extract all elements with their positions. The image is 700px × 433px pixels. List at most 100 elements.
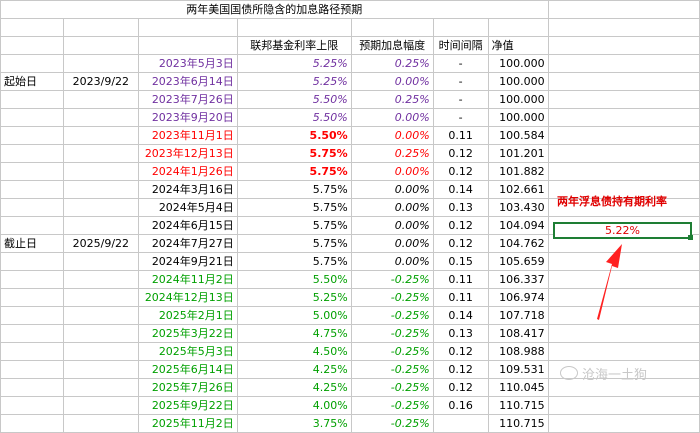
row-hike[interactable]: 0.25% bbox=[350, 144, 434, 163]
row-date[interactable]: 2025年11月2日 bbox=[137, 414, 238, 433]
row-date[interactable]: 2024年5月4日 bbox=[137, 198, 238, 217]
row-side-date[interactable] bbox=[62, 252, 139, 271]
row-side-date[interactable] bbox=[62, 306, 139, 325]
row-interval[interactable]: 0.16 bbox=[432, 396, 489, 415]
row-side-date[interactable] bbox=[62, 216, 139, 235]
row-side-date[interactable] bbox=[62, 180, 139, 199]
row-label[interactable] bbox=[0, 144, 64, 163]
row-date[interactable]: 2025年5月3日 bbox=[137, 342, 238, 361]
row-rate[interactable]: 3.75% bbox=[236, 414, 352, 433]
row-nav[interactable]: 105.659 bbox=[487, 252, 549, 271]
row-rate[interactable]: 5.75% bbox=[236, 180, 352, 199]
empty-cell[interactable] bbox=[62, 18, 139, 37]
empty-cell[interactable] bbox=[547, 0, 700, 19]
row-side-date[interactable] bbox=[62, 288, 139, 307]
row-label[interactable] bbox=[0, 396, 64, 415]
row-date[interactable]: 2024年7月27日 bbox=[137, 234, 238, 253]
row-hike[interactable]: 0.00% bbox=[350, 162, 434, 181]
row-date[interactable]: 2024年3月16日 bbox=[137, 180, 238, 199]
row-date[interactable]: 2024年12月13日 bbox=[137, 288, 238, 307]
row-date[interactable]: 2025年6月14日 bbox=[137, 360, 238, 379]
row-hike[interactable]: -0.25% bbox=[350, 270, 434, 289]
row-hike[interactable]: -0.25% bbox=[350, 306, 434, 325]
row-interval[interactable]: 0.12 bbox=[432, 342, 489, 361]
row-interval[interactable]: - bbox=[432, 72, 489, 91]
row-interval[interactable]: 0.12 bbox=[432, 162, 489, 181]
empty-cell[interactable] bbox=[547, 108, 700, 127]
empty-cell[interactable] bbox=[547, 18, 700, 37]
row-rate[interactable]: 4.75% bbox=[236, 324, 352, 343]
row-nav[interactable]: 110.715 bbox=[487, 396, 549, 415]
row-label[interactable] bbox=[0, 306, 64, 325]
row-rate[interactable]: 5.25% bbox=[236, 72, 352, 91]
row-date[interactable]: 2023年6月14日 bbox=[137, 72, 238, 91]
row-rate[interactable]: 5.75% bbox=[236, 216, 352, 235]
row-rate[interactable]: 4.50% bbox=[236, 342, 352, 361]
row-rate[interactable]: 5.50% bbox=[236, 126, 352, 145]
row-hike[interactable]: -0.25% bbox=[350, 360, 434, 379]
row-label[interactable] bbox=[0, 270, 64, 289]
row-nav[interactable]: 109.531 bbox=[487, 360, 549, 379]
empty-cell[interactable] bbox=[547, 306, 700, 325]
row-nav[interactable]: 101.201 bbox=[487, 144, 549, 163]
row-interval[interactable]: 0.14 bbox=[432, 306, 489, 325]
row-side-date[interactable] bbox=[62, 108, 139, 127]
row-date[interactable]: 2023年9月20日 bbox=[137, 108, 238, 127]
empty-cell[interactable] bbox=[547, 252, 700, 271]
row-rate[interactable]: 5.25% bbox=[236, 54, 352, 73]
row-side-date[interactable] bbox=[62, 360, 139, 379]
row-label[interactable] bbox=[0, 90, 64, 109]
row-label[interactable] bbox=[0, 162, 64, 181]
row-rate[interactable]: 5.50% bbox=[236, 90, 352, 109]
row-label[interactable]: 截止日 bbox=[0, 234, 64, 253]
header-interval[interactable]: 时间间隔 bbox=[432, 36, 489, 55]
row-hike[interactable]: 0.25% bbox=[350, 54, 434, 73]
empty-cell[interactable] bbox=[547, 162, 700, 181]
row-interval[interactable]: 0.12 bbox=[432, 216, 489, 235]
row-date[interactable]: 2024年9月21日 bbox=[137, 252, 238, 271]
row-date[interactable]: 2025年9月22日 bbox=[137, 396, 238, 415]
row-label[interactable] bbox=[0, 126, 64, 145]
empty-cell[interactable] bbox=[547, 72, 700, 91]
row-hike[interactable]: 0.00% bbox=[350, 126, 434, 145]
row-interval[interactable]: 0.12 bbox=[432, 234, 489, 253]
row-side-date[interactable] bbox=[62, 342, 139, 361]
row-hike[interactable]: 0.00% bbox=[350, 234, 434, 253]
row-hike[interactable]: 0.25% bbox=[350, 90, 434, 109]
row-rate[interactable]: 5.75% bbox=[236, 162, 352, 181]
row-nav[interactable]: 101.882 bbox=[487, 162, 549, 181]
header-nav[interactable]: 净值 bbox=[487, 36, 549, 55]
row-rate[interactable]: 4.25% bbox=[236, 378, 352, 397]
row-hike[interactable]: -0.25% bbox=[350, 396, 434, 415]
row-hike[interactable]: -0.25% bbox=[350, 414, 434, 433]
empty-cell[interactable] bbox=[0, 18, 64, 37]
row-hike[interactable]: 0.00% bbox=[350, 72, 434, 91]
row-rate[interactable]: 5.75% bbox=[236, 234, 352, 253]
row-label[interactable] bbox=[0, 378, 64, 397]
row-nav[interactable]: 110.045 bbox=[487, 378, 549, 397]
row-side-date[interactable] bbox=[62, 414, 139, 433]
row-rate[interactable]: 4.25% bbox=[236, 360, 352, 379]
row-nav[interactable]: 100.584 bbox=[487, 126, 549, 145]
row-side-date[interactable] bbox=[62, 90, 139, 109]
row-rate[interactable]: 5.50% bbox=[236, 270, 352, 289]
row-nav[interactable]: 100.000 bbox=[487, 90, 549, 109]
row-date[interactable]: 2025年7月26日 bbox=[137, 378, 238, 397]
row-interval[interactable]: 0.15 bbox=[432, 252, 489, 271]
row-side-date[interactable] bbox=[62, 198, 139, 217]
sheet-title[interactable]: 两年美国国债所隐含的加息路径预期 bbox=[0, 0, 549, 19]
row-nav[interactable]: 104.762 bbox=[487, 234, 549, 253]
row-side-date[interactable] bbox=[62, 126, 139, 145]
row-interval[interactable]: 0.13 bbox=[432, 324, 489, 343]
empty-cell[interactable] bbox=[547, 144, 700, 163]
row-label[interactable] bbox=[0, 414, 64, 433]
empty-cell[interactable] bbox=[487, 18, 549, 37]
row-side-date[interactable] bbox=[62, 378, 139, 397]
row-hike[interactable]: -0.25% bbox=[350, 378, 434, 397]
row-hike[interactable]: -0.25% bbox=[350, 342, 434, 361]
empty-cell[interactable] bbox=[0, 36, 64, 55]
empty-cell[interactable] bbox=[432, 18, 489, 37]
row-date[interactable]: 2023年11月1日 bbox=[137, 126, 238, 145]
empty-cell[interactable] bbox=[350, 18, 434, 37]
row-interval[interactable]: 0.12 bbox=[432, 378, 489, 397]
